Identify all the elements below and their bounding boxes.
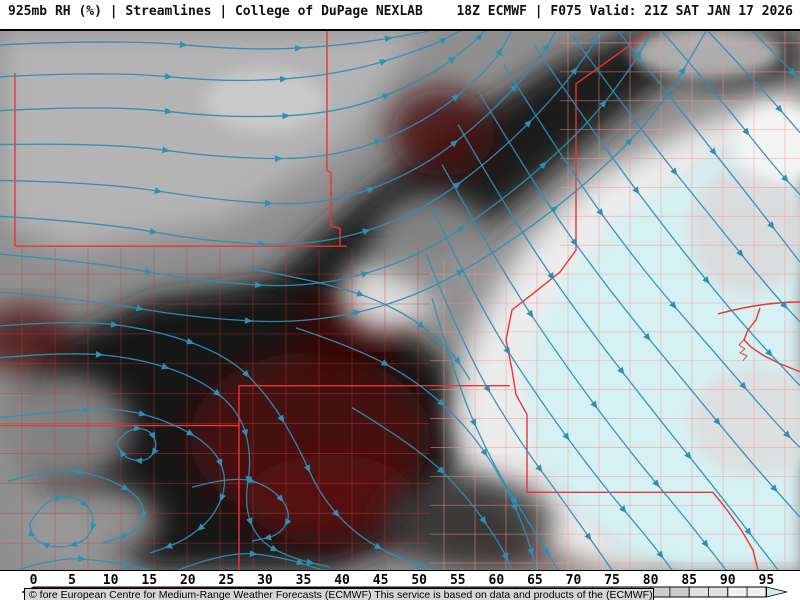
- colorbar-label: 90: [720, 573, 736, 588]
- product-title: 925mb RH (%) | Streamlines | College of …: [8, 4, 423, 19]
- streamlines: [0, 31, 800, 570]
- colorbar-label: 65: [527, 573, 543, 588]
- colorbar-label: 35: [296, 573, 312, 588]
- colorbar-label: 25: [219, 573, 235, 588]
- colorbar-label: 70: [566, 573, 582, 588]
- attribution-bar: © fore European Centre for Medium-Range …: [24, 588, 654, 600]
- model-valid-time: 18Z ECMWF | F075 Valid: 21Z SAT JAN 17 2…: [456, 4, 793, 19]
- colorbar-label: 60: [489, 573, 505, 588]
- weather-map: © fore European Centre for Medium-Range …: [0, 29, 800, 600]
- colorbar-label: 50: [411, 573, 427, 588]
- colorbar-label: 30: [257, 573, 273, 588]
- header-bar: 925mb RH (%) | Streamlines | College of …: [0, 0, 800, 29]
- colorbar-label: 95: [759, 573, 775, 588]
- colorbar-label: 75: [604, 573, 620, 588]
- colorbar-label: 15: [141, 573, 157, 588]
- colorbar-label: 85: [681, 573, 697, 588]
- colorbar-label: 55: [450, 573, 466, 588]
- colorbar-label: 5: [68, 573, 76, 588]
- map-canvas: [0, 31, 800, 570]
- colorbar-label: 10: [103, 573, 119, 588]
- colorbar-label: 80: [643, 573, 659, 588]
- colorbar-right-arrow: [765, 586, 788, 598]
- colorbar-label: 40: [334, 573, 350, 588]
- colorbar-label: 45: [373, 573, 389, 588]
- colorbar-label: 20: [180, 573, 196, 588]
- colorbar-label: 0: [30, 573, 38, 588]
